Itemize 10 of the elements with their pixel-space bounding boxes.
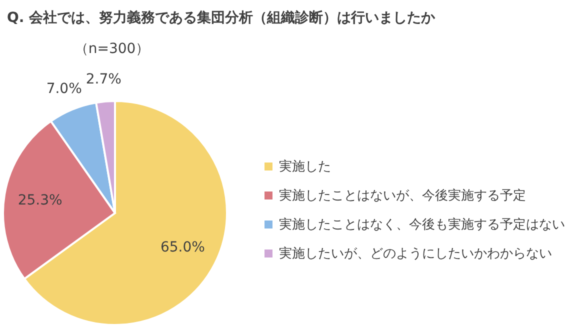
- legend-label: 実施した: [279, 158, 331, 174]
- text: （n=300）: [74, 41, 150, 57]
- data-label: 65.0%: [160, 240, 205, 256]
- chart-title: Q. 会社では、努力義務である集団分析（組織診断）は行いましたか: [7, 9, 436, 26]
- data-label: 7.0%: [46, 81, 82, 98]
- data-label: 2.7%: [86, 71, 122, 88]
- data-label: 25.3%: [18, 192, 62, 208]
- legend-label: 実施したいが、どのようにしたいかわからない: [279, 246, 552, 262]
- legend-label: 実施したことはないが、今後実施する予定: [279, 188, 526, 204]
- legend-label: 実施したことはなく、今後も実施する予定はない: [279, 216, 565, 232]
